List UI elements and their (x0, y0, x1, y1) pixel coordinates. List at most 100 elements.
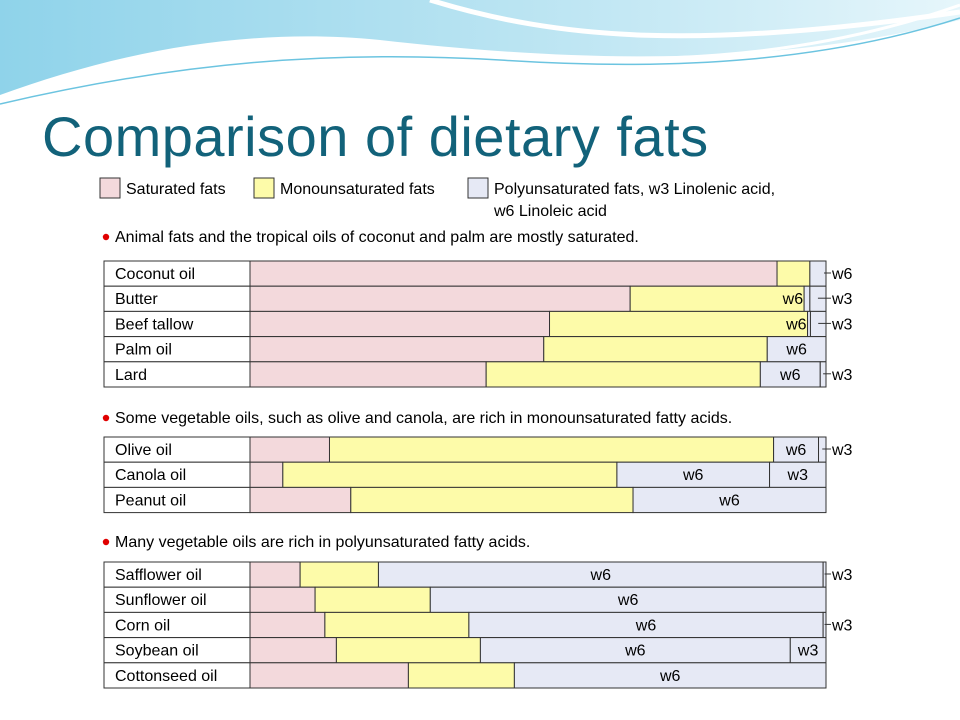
bar-cottonseed-oil-saturated (249, 662, 409, 689)
bar-corn-oil-w3 (822, 611, 827, 639)
row-label-butter: Butter (115, 291, 158, 308)
bar-safflower-oil-w3 (822, 561, 827, 588)
bar-safflower-oil-w6 (377, 561, 824, 588)
bar-cottonseed-oil-monounsaturated (407, 662, 515, 689)
bar-palm-oil-saturated (249, 336, 545, 363)
bar-cottonseed-oil-w6 (513, 662, 827, 689)
group-0-note: Animal fats and the tropical oils of coc… (115, 229, 639, 246)
bar-label-safflower-oil-w6: w6 (590, 567, 612, 584)
row-label-coconut-oil: Coconut oil (115, 266, 195, 283)
bar-label-cottonseed-oil-w6: w6 (659, 668, 681, 685)
legend-label-polyunsaturated-line2: w6 Linoleic acid (493, 203, 607, 220)
row-label-cell-lard (103, 361, 251, 388)
bar-label-beef-tallow-w6: w6 (785, 316, 807, 333)
bar-lard-saturated (249, 361, 487, 388)
bar-safflower-oil-monounsaturated (299, 561, 379, 588)
group-2-bullet (102, 538, 110, 546)
row-label-canola-oil: Canola oil (115, 467, 186, 484)
row-label-soybean-oil: Soybean oil (115, 643, 199, 660)
bar-beef-tallow-w3 (809, 310, 827, 338)
bar-safflower-oil-saturated (249, 561, 301, 588)
bar-label-soybean-oil-w6: w6 (624, 643, 646, 660)
row-label-peanut-oil: Peanut oil (115, 492, 186, 509)
bar-label-olive-oil-w3: w3 (831, 442, 853, 459)
row-label-cell-butter (103, 285, 251, 312)
bar-canola-oil-w6 (616, 461, 771, 488)
legend-swatch-monounsaturated (253, 177, 275, 199)
legend-label-monounsaturated: Monounsaturated fats (280, 181, 435, 198)
bar-palm-oil-monounsaturated (543, 336, 768, 363)
group-2-note: Many vegetable oils are rich in polyunsa… (115, 534, 530, 551)
bar-lard-w3 (819, 361, 827, 388)
bar-label-canola-oil-w6: w6 (682, 467, 704, 484)
bar-olive-oil-monounsaturated (328, 436, 775, 463)
bar-label-butter-w3: w3 (831, 291, 853, 308)
chart-panel: Saturated fats Monounsaturated fats Polyun… (96, 172, 856, 692)
row-label-cell-beef-tallow (103, 310, 251, 338)
bar-corn-oil-monounsaturated (324, 611, 470, 639)
bar-canola-oil-monounsaturated (282, 461, 618, 488)
bar-butter-saturated (249, 285, 631, 312)
bar-label-peanut-oil-w6: w6 (718, 492, 740, 509)
row-label-cell-canola-oil (103, 461, 251, 488)
group-1-note: Some vegetable oils, such as olive and c… (115, 410, 732, 427)
bar-peanut-oil-w6 (632, 486, 827, 514)
header-wave-decoration (0, 0, 960, 105)
bar-label-lard-w6: w6 (779, 367, 801, 384)
row-label-cell-safflower-oil (103, 561, 251, 588)
bar-label-palm-oil-w6: w6 (785, 342, 807, 359)
row-label-palm-oil: Palm oil (115, 342, 172, 359)
row-label-cell-coconut-oil (103, 260, 251, 287)
bar-label-olive-oil-w6: w6 (785, 442, 807, 459)
bar-corn-oil-saturated (249, 611, 326, 639)
legend-label-polyunsaturated: Polyunsaturated fats, w3 Linolenic acid, (494, 181, 775, 198)
row-label-safflower-oil: Safflower oil (115, 567, 202, 584)
row-label-sunflower-oil: Sunflower oil (115, 592, 207, 609)
bar-canola-oil-saturated (249, 461, 284, 488)
bar-label-beef-tallow-w3: w3 (831, 316, 853, 333)
bar-label-lard-w3: w3 (831, 367, 853, 384)
row-label-olive-oil: Olive oil (115, 442, 172, 459)
bar-olive-oil-w3 (818, 436, 827, 463)
row-label-cottonseed-oil: Cottonseed oil (115, 668, 217, 685)
bar-butter-w6 (803, 285, 811, 312)
bar-lard-monounsaturated (485, 361, 761, 388)
bar-label-sunflower-oil-w6: w6 (617, 592, 639, 609)
row-label-cell-peanut-oil (103, 486, 251, 514)
bar-label-butter-w6: w6 (782, 291, 804, 308)
bar-coconut-oil-w6 (809, 260, 827, 287)
bar-sunflower-oil-monounsaturated (314, 586, 431, 613)
bar-lard-w6 (759, 361, 821, 388)
bar-peanut-oil-monounsaturated (350, 486, 634, 514)
bar-soybean-oil-monounsaturated (335, 637, 481, 664)
group-0-bullet (102, 233, 110, 241)
bar-sunflower-oil-w6 (429, 586, 827, 613)
bar-label-coconut-oil-w6: w6 (831, 266, 853, 283)
bar-label-corn-oil-w6: w6 (635, 617, 657, 634)
bar-peanut-oil-saturated (249, 486, 352, 514)
legend-label-saturated: Saturated fats (126, 181, 226, 198)
bar-label-canola-oil-w3: w3 (787, 467, 809, 484)
bar-butter-monounsaturated (629, 285, 805, 312)
bar-beef-tallow-monounsaturated (549, 310, 809, 338)
row-label-beef-tallow: Beef tallow (115, 316, 194, 333)
bar-olive-oil-saturated (249, 436, 330, 463)
bar-sunflower-oil-saturated (249, 586, 316, 613)
bar-label-safflower-oil-w3: w3 (831, 567, 853, 584)
bar-coconut-oil-saturated (249, 260, 778, 287)
bar-coconut-oil-monounsaturated (776, 260, 811, 287)
row-label-cell-sunflower-oil (103, 586, 251, 613)
bar-beef-tallow-saturated (249, 310, 551, 338)
row-label-lard: Lard (115, 367, 147, 384)
group-1-bullet (102, 414, 110, 422)
row-label-corn-oil: Corn oil (115, 617, 170, 634)
row-label-cell-soybean-oil (103, 637, 251, 664)
row-label-cell-olive-oil (103, 436, 251, 463)
legend-swatch-polyunsaturated (467, 177, 489, 199)
bar-label-corn-oil-w3: w3 (831, 617, 853, 634)
page-title: Comparison of dietary fats (42, 105, 709, 168)
row-label-cell-corn-oil (103, 611, 251, 639)
bar-butter-w3 (809, 285, 827, 312)
bar-label-soybean-oil-w3: w3 (797, 643, 819, 660)
stacked-bar-chart: Saturated fats Monounsaturated fats Polyun… (99, 177, 853, 689)
